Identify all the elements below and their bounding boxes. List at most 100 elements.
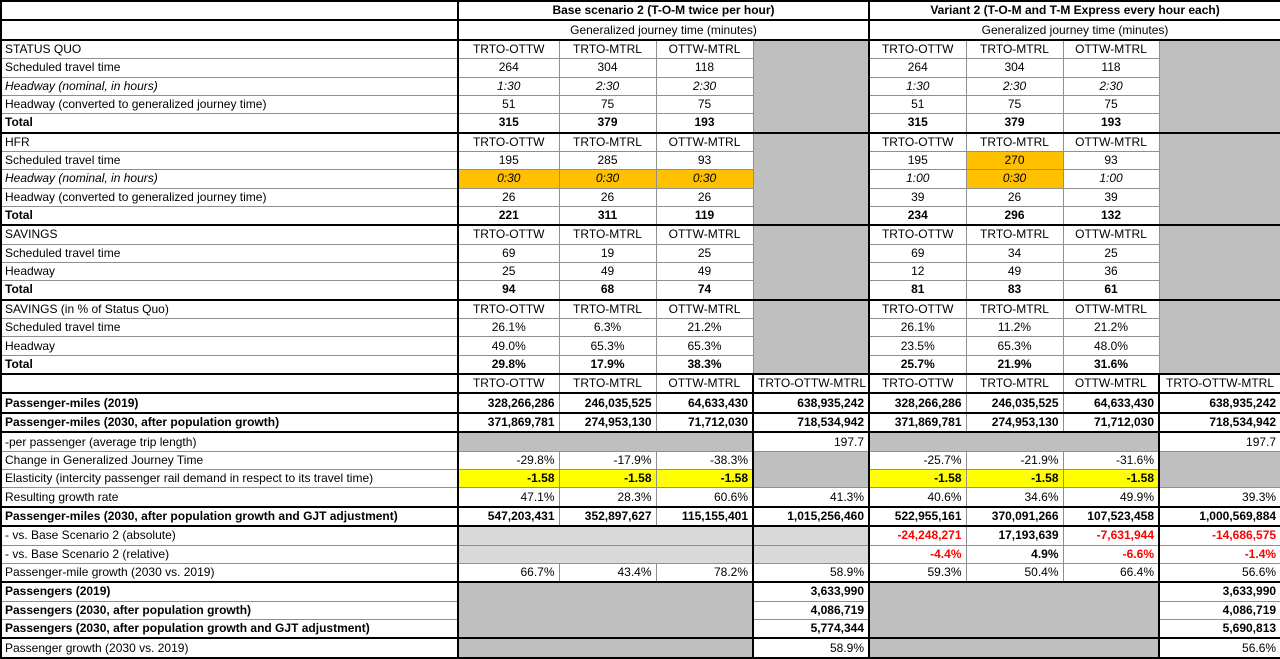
na-cell[interactable] <box>457 637 754 659</box>
value-cell[interactable]: 304 <box>965 58 1064 78</box>
value-cell[interactable]: 65.3% <box>655 336 754 356</box>
value-cell[interactable]: 34.6% <box>965 487 1064 508</box>
value-cell[interactable]: 221 <box>457 205 560 227</box>
value-cell[interactable]: 115,155,401 <box>655 506 754 528</box>
column-header[interactable]: TRTO-MTRL <box>558 39 657 60</box>
column-header[interactable]: TRTO-OTTW <box>457 39 560 60</box>
value-cell[interactable]: 119 <box>655 205 754 227</box>
row-label[interactable]: Passenger-miles (2030, after population … <box>0 506 459 528</box>
value-cell[interactable]: 50.4% <box>965 562 1064 584</box>
value-cell[interactable]: 36 <box>1062 261 1160 282</box>
na-cell[interactable] <box>1158 224 1280 301</box>
value-cell[interactable]: 107,523,458 <box>1062 506 1160 528</box>
row-label[interactable]: Scheduled travel time <box>0 318 459 338</box>
column-header[interactable]: TRTO-OTTW <box>457 373 560 395</box>
value-cell[interactable]: -7,631,944 <box>1062 525 1160 546</box>
value-cell[interactable]: 264 <box>868 58 967 78</box>
column-header[interactable]: TRTO-MTRL <box>965 39 1064 60</box>
value-cell[interactable]: 274,953,130 <box>558 412 657 434</box>
value-cell[interactable]: 61 <box>1062 280 1160 301</box>
row-label[interactable]: Headway <box>0 336 459 356</box>
na-cell[interactable] <box>457 544 754 564</box>
value-cell[interactable]: 58.9% <box>752 562 870 584</box>
value-cell[interactable]: 315 <box>868 113 967 134</box>
na-cell[interactable] <box>1158 299 1280 376</box>
value-cell[interactable]: 71,712,030 <box>655 412 754 434</box>
value-cell[interactable]: 264 <box>457 58 560 78</box>
value-cell[interactable]: 64,633,430 <box>1062 392 1160 414</box>
value-cell[interactable]: 371,869,781 <box>868 412 967 434</box>
value-cell[interactable]: 68 <box>558 280 657 301</box>
value-cell[interactable]: -1.58 <box>457 469 560 489</box>
column-header[interactable]: TRTO-OTTW <box>868 299 967 320</box>
value-cell[interactable]: 38.3% <box>655 354 754 376</box>
na-cell[interactable] <box>752 544 870 564</box>
row-label[interactable]: Passenger growth (2030 vs. 2019) <box>0 637 459 659</box>
value-cell[interactable]: 2:30 <box>965 76 1064 96</box>
na-cell[interactable] <box>752 525 870 546</box>
row-label[interactable]: Change in Generalized Journey Time <box>0 450 459 471</box>
column-header[interactable]: TRTO-OTTW <box>457 132 560 152</box>
empty-cell[interactable] <box>0 0 459 22</box>
na-cell[interactable] <box>752 224 870 301</box>
value-cell[interactable]: 78.2% <box>655 562 754 584</box>
value-cell[interactable]: 26 <box>965 187 1064 207</box>
value-cell[interactable]: 371,869,781 <box>457 412 560 434</box>
value-cell[interactable]: 2:30 <box>655 76 754 96</box>
value-cell[interactable]: 193 <box>655 113 754 134</box>
section-label[interactable]: STATUS QUO <box>0 39 459 60</box>
value-cell[interactable]: 370,091,266 <box>965 506 1064 528</box>
value-cell[interactable]: 49 <box>655 261 754 282</box>
value-cell[interactable]: 304 <box>558 58 657 78</box>
value-cell[interactable]: 29.8% <box>457 354 560 376</box>
value-cell[interactable]: 4,086,719 <box>752 600 870 620</box>
value-cell[interactable]: 26.1% <box>457 318 560 338</box>
value-cell[interactable]: 69 <box>457 243 560 263</box>
na-cell[interactable] <box>752 299 870 376</box>
value-cell[interactable]: 93 <box>655 150 754 171</box>
value-cell[interactable]: 1,015,256,460 <box>752 506 870 528</box>
value-cell[interactable]: 26 <box>655 187 754 207</box>
row-label[interactable]: Headway (nominal, in hours) <box>0 169 459 189</box>
row-label[interactable]: Headway <box>0 261 459 282</box>
row-label[interactable]: Passenger-miles (2019) <box>0 392 459 414</box>
na-cell[interactable] <box>457 431 754 452</box>
value-cell[interactable]: 56.6% <box>1157 637 1280 659</box>
column-header[interactable]: OTTW-MTRL <box>1062 132 1160 152</box>
value-cell[interactable]: 47.1% <box>457 487 560 508</box>
value-cell[interactable]: 1:00 <box>868 169 967 189</box>
value-cell[interactable]: -24,248,271 <box>868 525 967 546</box>
value-cell[interactable]: 638,935,242 <box>1157 392 1280 414</box>
row-label[interactable]: Passengers (2019) <box>0 581 459 602</box>
column-header[interactable]: TRTO-MTRL <box>965 373 1064 395</box>
value-cell[interactable]: 25.7% <box>868 354 967 376</box>
na-cell[interactable] <box>752 132 870 227</box>
value-cell[interactable]: -25.7% <box>868 450 967 471</box>
value-cell[interactable]: 69 <box>868 243 967 263</box>
value-cell[interactable]: 19 <box>558 243 657 263</box>
value-cell[interactable]: -14,686,575 <box>1157 525 1280 546</box>
value-cell[interactable]: 93 <box>1062 150 1160 171</box>
variant-scenario-title[interactable]: Variant 2 (T-O-M and T-M Express every h… <box>867 0 1280 22</box>
column-header[interactable]: TRTO-OTTW <box>868 39 967 60</box>
column-header[interactable]: OTTW-MTRL <box>655 299 754 320</box>
row-label[interactable]: -per passenger (average trip length) <box>0 431 459 452</box>
na-cell[interactable] <box>1158 39 1280 134</box>
value-cell[interactable]: 379 <box>558 113 657 134</box>
value-cell[interactable]: 2:30 <box>558 76 657 96</box>
value-cell[interactable]: 718,534,942 <box>752 412 870 434</box>
value-cell[interactable]: 26 <box>558 187 657 207</box>
na-cell[interactable] <box>868 581 1160 640</box>
value-cell[interactable]: 25 <box>655 243 754 263</box>
na-cell[interactable] <box>752 450 870 489</box>
value-cell[interactable]: -1.58 <box>965 469 1064 489</box>
value-cell[interactable]: 197.7 <box>752 431 870 452</box>
row-label[interactable]: Resulting growth rate <box>0 487 459 508</box>
value-cell[interactable]: 21.2% <box>1062 318 1160 338</box>
value-cell[interactable]: 25 <box>1062 243 1160 263</box>
column-header[interactable]: TRTO-MTRL <box>965 224 1064 245</box>
column-header[interactable]: TRTO-MTRL <box>965 132 1064 152</box>
value-cell[interactable]: -1.58 <box>655 469 754 489</box>
value-cell[interactable]: 274,953,130 <box>965 412 1064 434</box>
value-cell[interactable]: 352,897,627 <box>558 506 657 528</box>
